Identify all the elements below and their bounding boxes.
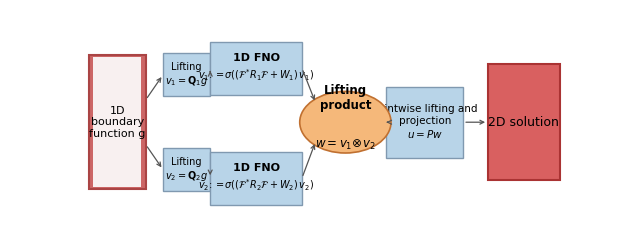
Text: Lifting
product: Lifting product bbox=[319, 84, 371, 112]
FancyBboxPatch shape bbox=[387, 87, 463, 158]
Text: 1D
boundary
function g: 1D boundary function g bbox=[89, 106, 145, 139]
Text: Lifting
$v_2 = \mathbf{Q}_2g$: Lifting $v_2 = \mathbf{Q}_2g$ bbox=[165, 157, 208, 183]
FancyBboxPatch shape bbox=[488, 64, 560, 180]
Ellipse shape bbox=[300, 91, 391, 153]
FancyBboxPatch shape bbox=[93, 57, 141, 187]
Text: $w = v_1\!\otimes\! v_2$: $w = v_1\!\otimes\! v_2$ bbox=[315, 137, 376, 152]
Text: Lifting
$v_1 = \mathbf{Q}_1g$: Lifting $v_1 = \mathbf{Q}_1g$ bbox=[165, 62, 208, 88]
Text: $v_2\!:=\!\sigma((\mathcal{F}^*\!R_2\mathcal{F}+W_2)\,v_2)$: $v_2\!:=\!\sigma((\mathcal{F}^*\!R_2\mat… bbox=[198, 178, 314, 193]
FancyBboxPatch shape bbox=[89, 55, 146, 189]
Text: 1D FNO: 1D FNO bbox=[232, 163, 280, 173]
Text: 1D FNO: 1D FNO bbox=[232, 53, 280, 63]
Text: $v_1\!:=\!\sigma((\mathcal{F}^*\!R_1\mathcal{F}+W_1)\,v_1)$: $v_1\!:=\!\sigma((\mathcal{F}^*\!R_1\mat… bbox=[198, 68, 314, 83]
FancyBboxPatch shape bbox=[210, 151, 302, 205]
FancyBboxPatch shape bbox=[210, 42, 302, 95]
FancyBboxPatch shape bbox=[163, 53, 210, 96]
Text: 2D solution: 2D solution bbox=[488, 116, 559, 129]
FancyBboxPatch shape bbox=[163, 148, 210, 191]
Text: Pointwise lifting and
projection
$u = Pw$: Pointwise lifting and projection $u = Pw… bbox=[372, 104, 477, 140]
